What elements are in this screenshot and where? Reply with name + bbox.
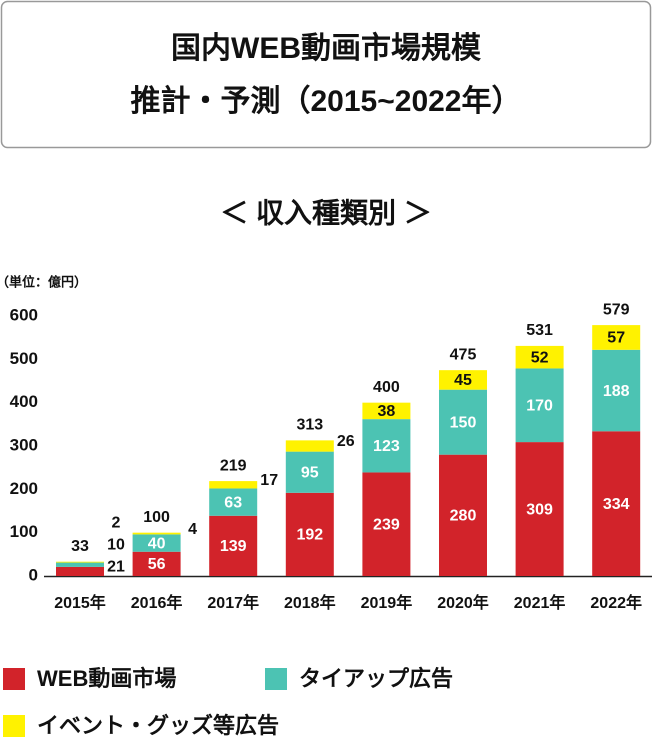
y-tick-label: 400 bbox=[10, 392, 38, 411]
x-tick-label: 2019年 bbox=[361, 593, 413, 612]
bar-segment bbox=[56, 562, 104, 567]
chart-title: 国内WEB動画市場規模 bbox=[171, 31, 481, 65]
value-label: 40 bbox=[148, 535, 166, 552]
legend-swatch bbox=[3, 668, 25, 690]
total-label: 579 bbox=[603, 301, 630, 318]
bar-segment bbox=[285, 451, 334, 493]
bar-segment bbox=[285, 492, 334, 576]
title-box bbox=[0, 0, 652, 149]
total-label: 100 bbox=[143, 509, 170, 526]
value-label: 17 bbox=[260, 472, 278, 489]
y-tick-label: 200 bbox=[10, 479, 38, 498]
section-title: ＜ 収入種類別 ＞ bbox=[220, 197, 432, 228]
bar-segment bbox=[362, 402, 411, 420]
bar-segment bbox=[56, 561, 104, 563]
value-label: 56 bbox=[148, 556, 166, 573]
bar-segment bbox=[592, 349, 641, 432]
value-label: 10 bbox=[107, 537, 125, 554]
value-label: 192 bbox=[296, 527, 323, 544]
value-label: 52 bbox=[531, 349, 549, 366]
x-tick-label: 2020年 bbox=[437, 593, 489, 612]
bar-segment bbox=[592, 325, 641, 350]
x-tick-label: 2021年 bbox=[514, 593, 566, 612]
value-label: 38 bbox=[378, 403, 396, 420]
bar-segment bbox=[515, 442, 564, 576]
bar-segment bbox=[209, 481, 258, 489]
y-tick-label: 0 bbox=[29, 565, 38, 584]
bar-segment bbox=[132, 532, 181, 535]
y-tick-label: 100 bbox=[10, 522, 38, 541]
value-label: 2 bbox=[112, 515, 121, 532]
bar-segment bbox=[515, 368, 564, 443]
value-label: 4 bbox=[188, 521, 197, 538]
bar-segment bbox=[362, 472, 411, 576]
value-label: 95 bbox=[301, 464, 319, 481]
bar-segment bbox=[439, 389, 487, 455]
bar-segment bbox=[362, 419, 411, 473]
x-tick-label: 2018年 bbox=[284, 593, 336, 612]
total-label: 531 bbox=[526, 322, 553, 339]
total-label: 33 bbox=[71, 538, 89, 555]
value-label: 26 bbox=[337, 433, 355, 450]
bar-segment bbox=[132, 534, 181, 552]
x-tick-label: 2016年 bbox=[131, 593, 183, 612]
x-tick-label: 2017年 bbox=[207, 593, 259, 612]
unit-label: （単位：億円） bbox=[0, 274, 87, 289]
bar-segment bbox=[439, 370, 487, 390]
total-label: 400 bbox=[373, 379, 400, 396]
value-label: 123 bbox=[373, 438, 400, 455]
value-label: 63 bbox=[224, 494, 242, 511]
value-label: 170 bbox=[526, 397, 553, 414]
legend-label: イベント・グッズ等広告 bbox=[37, 713, 279, 738]
value-label: 188 bbox=[603, 383, 630, 400]
bar-segment bbox=[439, 454, 487, 576]
value-label: 139 bbox=[220, 538, 247, 555]
x-tick-label: 2022年 bbox=[590, 593, 642, 612]
total-label: 219 bbox=[220, 457, 247, 474]
y-tick-label: 300 bbox=[10, 435, 38, 454]
bar-segment bbox=[209, 488, 258, 516]
legend-swatch bbox=[265, 668, 287, 690]
bar-segment bbox=[592, 431, 641, 576]
bar-segment bbox=[209, 515, 258, 576]
value-label: 45 bbox=[454, 372, 472, 389]
value-label: 309 bbox=[526, 501, 553, 518]
value-label: 150 bbox=[450, 414, 477, 431]
total-label: 475 bbox=[450, 346, 477, 363]
total-label: 313 bbox=[296, 417, 323, 434]
bar-segment bbox=[132, 551, 181, 576]
value-label: 334 bbox=[603, 496, 630, 513]
chart-subtitle: 推計・予測（2015~2022年） bbox=[131, 84, 522, 118]
x-tick-label: 2015年 bbox=[54, 593, 106, 612]
legend-label: タイアップ広告 bbox=[299, 666, 453, 691]
value-label: 21 bbox=[107, 559, 125, 576]
value-label: 57 bbox=[607, 330, 625, 347]
bar-segment bbox=[285, 440, 334, 452]
bar-segment bbox=[515, 345, 564, 369]
legend-label: WEB動画市場 bbox=[37, 666, 176, 691]
bar-segment bbox=[56, 566, 104, 576]
value-label: 239 bbox=[373, 516, 400, 533]
y-tick-label: 500 bbox=[10, 349, 38, 368]
legend-swatch bbox=[3, 715, 25, 737]
y-tick-label: 600 bbox=[10, 305, 38, 324]
value-label: 280 bbox=[450, 508, 477, 525]
